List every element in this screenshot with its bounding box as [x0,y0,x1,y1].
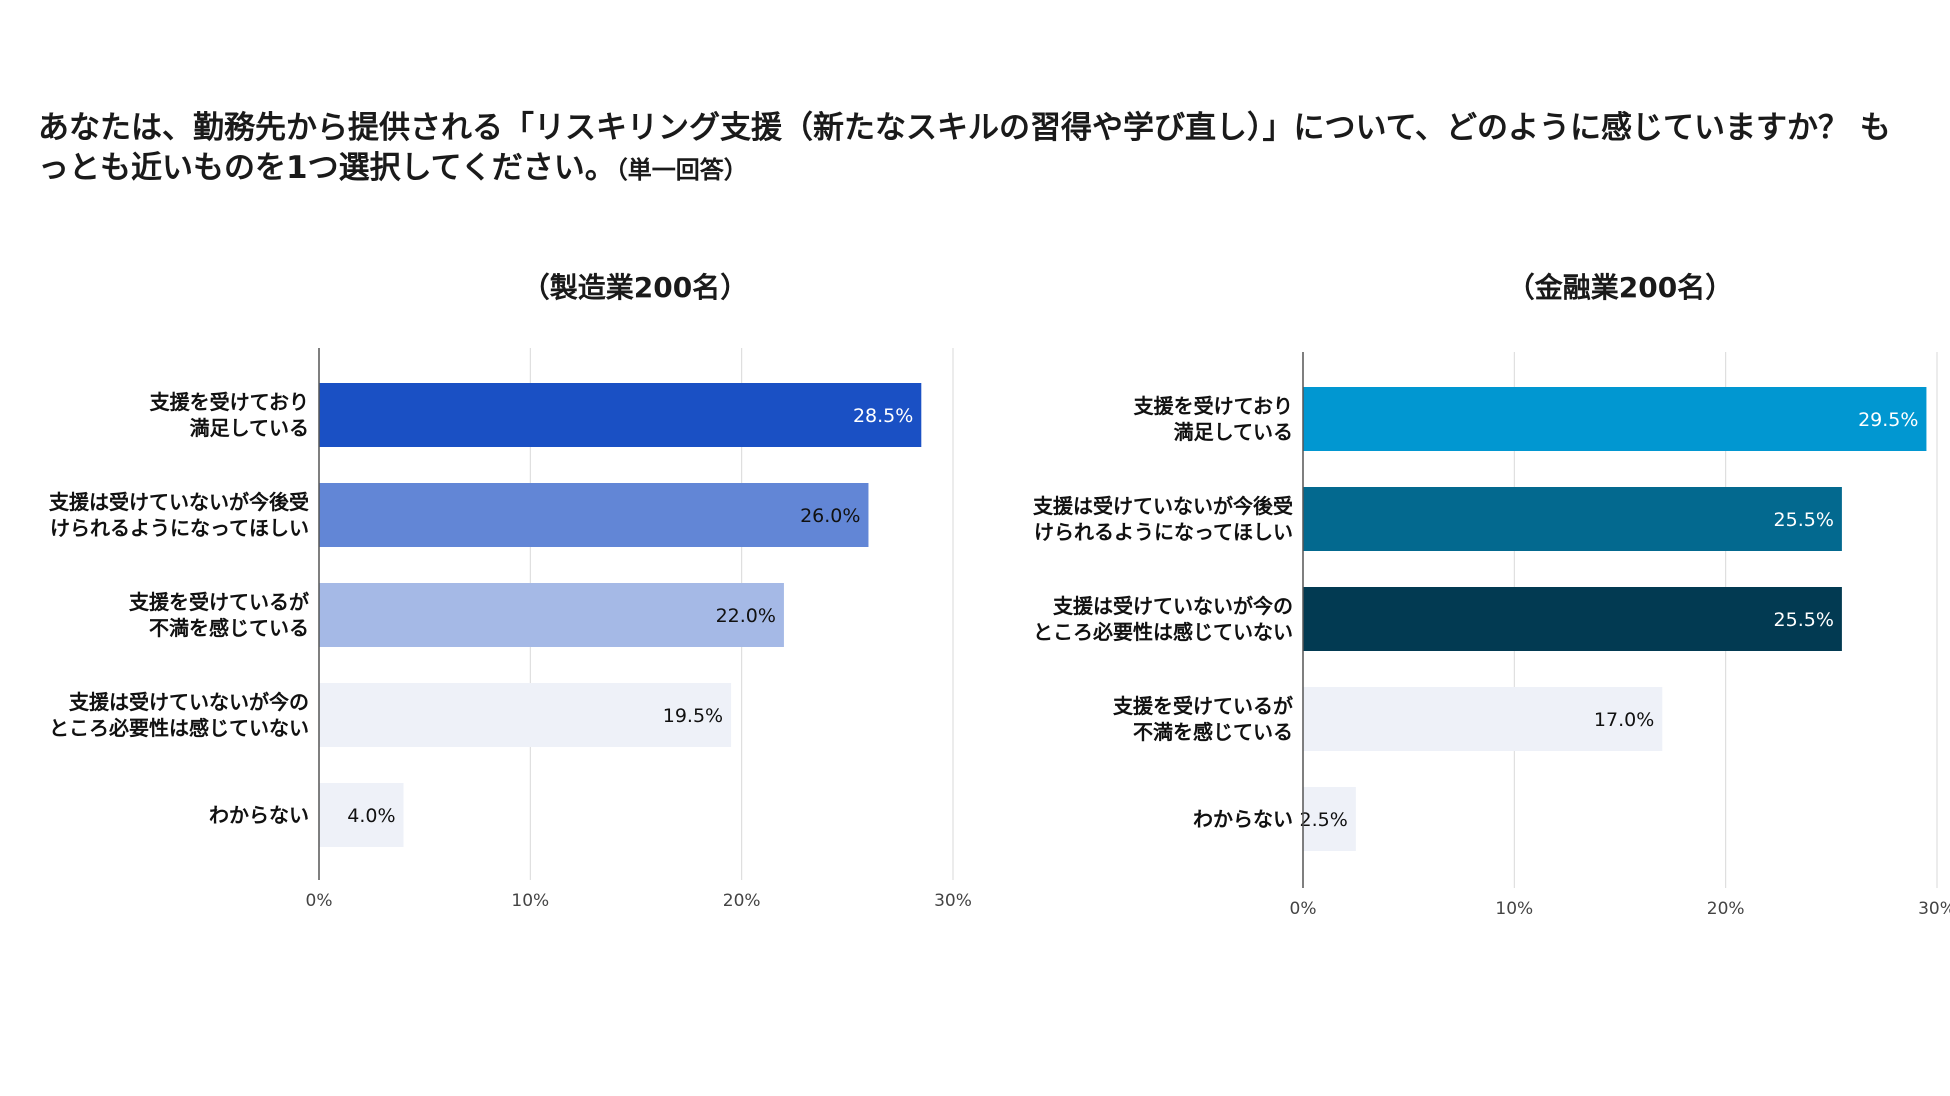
question-title: あなたは、勤務先から提供される「リスキリング支援（新たなスキルの習得や学び直し）… [38,108,1918,190]
bar [319,583,784,647]
question-note: （単一回答） [615,156,748,184]
bar [319,783,404,847]
bar-value-label: 22.0% [716,605,776,627]
category-label: ところ必要性は感じていない [49,716,309,740]
x-tick-label: 20% [1707,899,1745,919]
bar [1303,787,1356,851]
chart-title-finance: （金融業200名） [1506,271,1734,304]
x-tick-label: 30% [1918,899,1950,919]
category-label: 支援を受けているが [1113,694,1293,718]
bar [1303,687,1663,751]
x-tick-label: 10% [511,891,549,911]
bar-value-label: 4.0% [347,805,395,827]
bar [1303,387,1927,451]
bar-value-label: 26.0% [800,505,860,527]
question-text: あなたは、勤務先から提供される「リスキリング支援（新たなスキルの習得や学び直し）… [38,110,1891,186]
x-tick-label: 10% [1495,899,1533,919]
x-tick-label: 30% [934,891,972,911]
category-label: 支援を受けているが [129,590,309,614]
bar-value-label: 2.5% [1300,809,1348,831]
category-label: 不満を感じている [1133,720,1293,744]
x-tick-label: 20% [723,891,761,911]
bar-value-label: 17.0% [1594,709,1654,731]
bar [319,483,869,547]
category-label: 支援は受けていないが今の [69,690,309,714]
bar-value-label: 25.5% [1774,509,1834,531]
category-label: ところ必要性は感じていない [1033,620,1293,644]
category-label: わからない [1193,807,1293,831]
category-label: 支援は受けていないが今後受 [49,490,309,514]
category-label: 支援は受けていないが今の [1053,594,1293,618]
category-label: 満足している [190,416,309,440]
category-label: 満足している [1174,420,1293,444]
category-label: 支援を受けており [1134,394,1293,418]
bar-value-label: 29.5% [1858,409,1918,431]
bar-value-label: 19.5% [663,705,723,727]
category-label: わからない [209,803,309,827]
category-label: 支援は受けていないが今後受 [1033,494,1293,518]
bar [319,683,732,747]
category-label: 不満を感じている [149,616,309,640]
chart-title-manufacturing: （製造業200名） [521,271,749,304]
x-tick-label: 0% [306,891,333,911]
x-tick-label: 0% [1290,899,1317,919]
bar [319,383,922,447]
category-label: けられるようになってほしい [50,516,309,540]
bar-value-label: 25.5% [1774,609,1834,631]
category-label: 支援を受けており [150,390,309,414]
bar [1303,587,1842,651]
category-label: けられるようになってほしい [1034,520,1293,544]
bar-value-label: 28.5% [853,405,913,427]
bar [1303,487,1842,551]
